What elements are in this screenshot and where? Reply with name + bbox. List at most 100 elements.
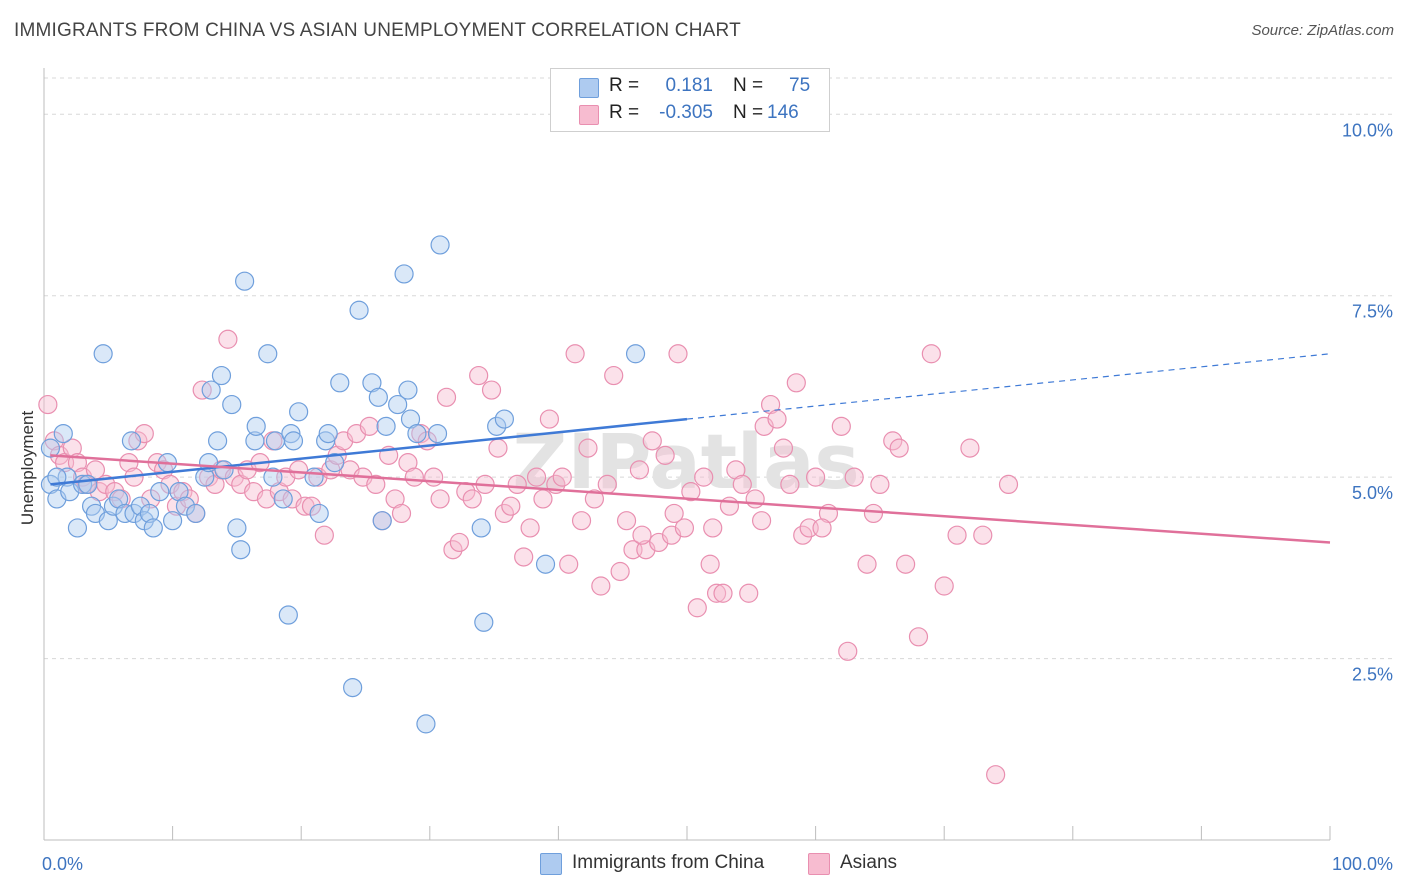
asian-point xyxy=(889,438,909,458)
asian-point xyxy=(604,365,624,386)
china-point xyxy=(349,300,369,320)
asian-point xyxy=(449,532,469,553)
china-trend-line xyxy=(50,417,688,486)
asian-point xyxy=(687,598,707,618)
y-axis-title: Unemployment xyxy=(18,411,37,526)
china-point xyxy=(309,503,329,524)
asian-point xyxy=(565,344,585,364)
y-tick-label: 10.0% xyxy=(1342,120,1393,140)
chart-title: IMMIGRANTS FROM CHINA VS ASIAN UNEMPLOYM… xyxy=(14,20,741,41)
r-label: R = xyxy=(609,75,640,96)
asian-point xyxy=(629,460,650,480)
asian-point xyxy=(436,387,457,407)
china-point xyxy=(494,409,514,429)
china-point xyxy=(325,453,345,473)
china-point xyxy=(258,344,278,364)
china-legend-swatch xyxy=(540,853,562,875)
china-point xyxy=(278,605,298,625)
asian-point xyxy=(314,525,334,545)
asian-point xyxy=(960,438,980,458)
asian-point xyxy=(359,416,379,436)
asian-point xyxy=(921,344,941,364)
asian-point xyxy=(664,503,684,524)
china-point xyxy=(368,387,388,407)
asian-point xyxy=(591,576,611,596)
asian-point xyxy=(713,583,733,603)
asian-point xyxy=(616,511,637,531)
china-point xyxy=(150,482,170,502)
china-point xyxy=(318,424,338,444)
asian-point xyxy=(703,518,723,538)
asian-point xyxy=(767,409,787,429)
china-point xyxy=(304,467,324,487)
asian-point xyxy=(973,525,993,545)
n-label: N = xyxy=(733,102,764,123)
asian-point xyxy=(805,467,826,487)
china-point xyxy=(430,235,450,255)
asian-point xyxy=(119,453,139,473)
x-tick-label-min: 0.0% xyxy=(42,854,83,874)
asian-point xyxy=(812,518,832,538)
asian-point xyxy=(559,554,579,574)
china-trend-extension xyxy=(686,353,1331,420)
asian-point xyxy=(863,503,884,524)
china-point xyxy=(214,460,234,480)
china-point xyxy=(316,431,336,451)
asian-point xyxy=(501,496,521,516)
asian-point xyxy=(674,518,695,538)
asian-point xyxy=(745,489,765,509)
china-point xyxy=(98,511,118,531)
asian-point xyxy=(520,518,540,538)
china-point xyxy=(139,503,160,524)
china-point xyxy=(281,424,301,444)
china-point xyxy=(343,677,363,698)
x-tick-label-max: 100.0% xyxy=(1332,854,1393,874)
asian-point xyxy=(552,467,572,487)
china-point xyxy=(231,540,251,560)
asian-point xyxy=(494,503,514,524)
china-point xyxy=(427,424,448,444)
asian-point xyxy=(469,365,489,386)
china-point xyxy=(376,416,396,436)
asian-point xyxy=(404,467,424,487)
asian-point xyxy=(38,394,58,415)
china-point xyxy=(407,424,427,444)
asian-point xyxy=(507,474,527,494)
china-point xyxy=(67,518,88,538)
asian-point xyxy=(908,627,929,647)
asian-point xyxy=(998,474,1019,494)
china-point xyxy=(245,431,265,451)
source-label: Source: ZipAtlas.com xyxy=(1251,22,1394,39)
legend-row-china: R = 0.181 N = 75 xyxy=(551,74,829,100)
china-point xyxy=(535,554,556,574)
n-label: N = xyxy=(733,75,764,96)
asian-point xyxy=(539,409,559,429)
asian-point xyxy=(642,431,662,451)
china-point xyxy=(208,431,228,451)
china-point xyxy=(625,344,646,364)
asian-point xyxy=(719,496,740,516)
asian-point xyxy=(526,467,547,487)
china-point xyxy=(246,416,266,436)
china-point xyxy=(124,503,144,524)
china-point xyxy=(388,394,408,415)
asian-point xyxy=(773,438,794,458)
stats-legend: R = 0.181 N = 75 R = -0.305 N = 146 xyxy=(550,68,830,132)
asian-point xyxy=(986,765,1006,785)
asian-point xyxy=(597,474,617,494)
china-point xyxy=(416,714,436,734)
y-tick-label: 2.5% xyxy=(1352,665,1393,685)
china-point xyxy=(227,518,247,538)
asian-point xyxy=(681,482,701,502)
asian-point xyxy=(578,438,598,458)
china-point xyxy=(474,612,494,632)
asian-point xyxy=(481,380,502,400)
asian-point xyxy=(424,467,444,487)
china-point xyxy=(263,467,283,487)
r-value-china: 0.181 xyxy=(665,75,713,96)
china-point xyxy=(121,431,142,451)
china-point xyxy=(40,438,61,458)
n-value-china: 75 xyxy=(789,75,811,96)
asian-point xyxy=(571,511,592,531)
